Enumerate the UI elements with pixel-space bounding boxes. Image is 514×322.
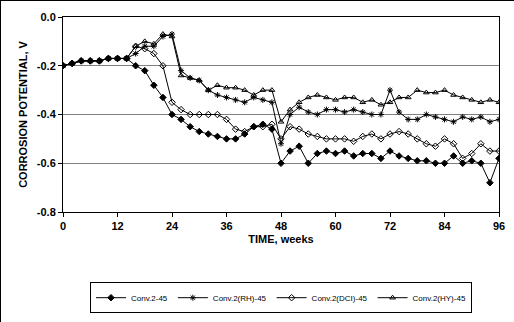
svg-text:-0.8: -0.8 [37, 206, 56, 218]
svg-text:0: 0 [60, 220, 66, 232]
svg-text:Conv.2-45: Conv.2-45 [131, 294, 168, 303]
svg-text:0.0: 0.0 [41, 11, 56, 23]
svg-text:-0.2: -0.2 [37, 60, 56, 72]
svg-text:84: 84 [438, 220, 451, 232]
svg-text:-0.6: -0.6 [37, 157, 56, 169]
svg-text:72: 72 [384, 220, 396, 232]
svg-text:36: 36 [220, 220, 232, 232]
svg-text:96: 96 [493, 220, 505, 232]
svg-text:TIME, weeks: TIME, weeks [248, 233, 313, 245]
svg-text:Conv.2(HY)-45: Conv.2(HY)-45 [413, 294, 466, 303]
svg-text:48: 48 [275, 220, 287, 232]
svg-text:24: 24 [166, 220, 179, 232]
svg-text:60: 60 [329, 220, 341, 232]
svg-text:Conv.2(RH)-45: Conv.2(RH)-45 [213, 294, 267, 303]
svg-text:-0.4: -0.4 [37, 108, 57, 120]
svg-text:CORROSION POTENTIAL, V: CORROSION POTENTIAL, V [17, 41, 29, 188]
svg-text:Conv.2(DCI)-45: Conv.2(DCI)-45 [312, 294, 368, 303]
svg-text:12: 12 [111, 220, 123, 232]
